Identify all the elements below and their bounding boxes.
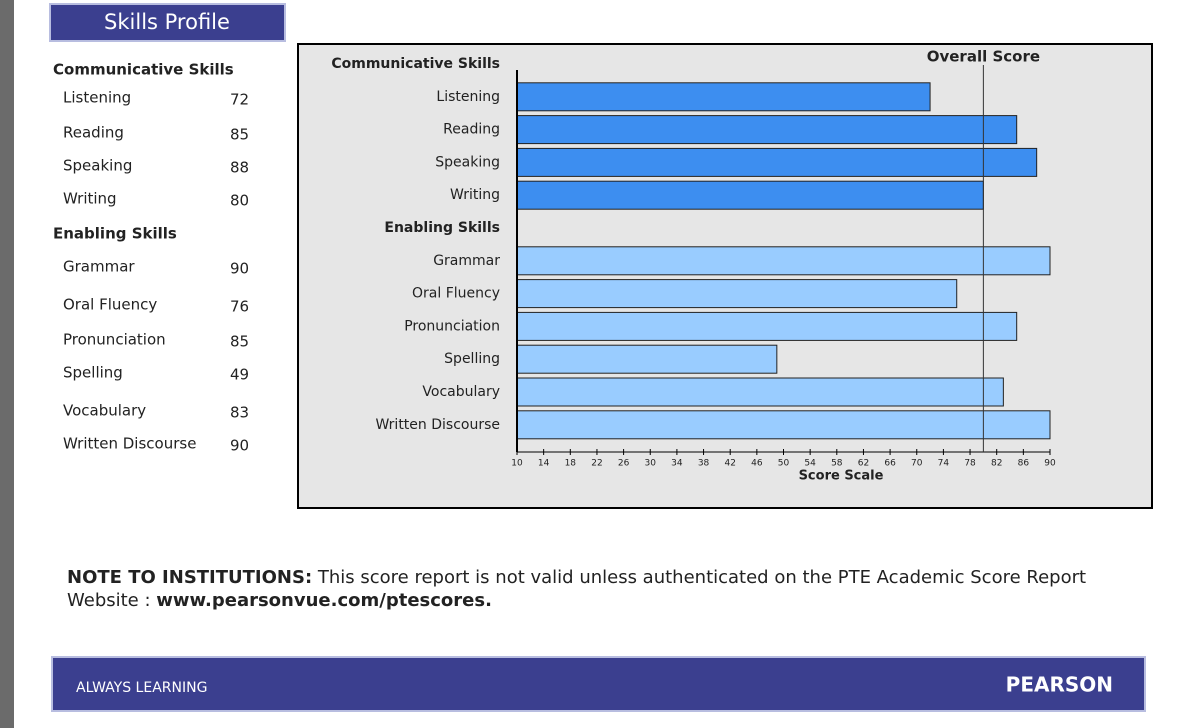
note-text: This score report is not valid unless au…: [67, 567, 1087, 611]
skill-score: 49: [230, 366, 249, 384]
skill-score: 76: [230, 298, 249, 316]
x-tick-label: 82: [991, 459, 1002, 469]
skill-score: 85: [230, 126, 249, 144]
skill-score: 90: [230, 437, 249, 455]
skill-label: Vocabulary: [63, 402, 146, 420]
bar: [516, 180, 984, 210]
x-tick-label: 90: [1044, 459, 1056, 469]
x-tick-label: 22: [591, 459, 602, 469]
category-label: Writing: [450, 187, 500, 203]
side-strip: [0, 0, 14, 728]
skill-label: Written Discourse: [63, 435, 196, 453]
category-label: Grammar: [433, 253, 500, 269]
skill-score: 88: [230, 159, 249, 177]
x-tick-label: 50: [778, 459, 790, 469]
skill-label: Pronunciation: [63, 331, 166, 349]
x-tick-label: 38: [698, 459, 710, 469]
skill-label: Listening: [63, 89, 131, 107]
category-label: Vocabulary: [422, 384, 500, 400]
skill-label: Reading: [63, 124, 124, 142]
x-tick-label: 18: [565, 459, 577, 469]
bar: [516, 279, 958, 309]
skill-score: 90: [230, 260, 249, 278]
x-tick-label: 78: [964, 459, 976, 469]
note: NOTE TO INSTITUTIONS: This score report …: [67, 566, 1117, 612]
bar: [516, 115, 1018, 145]
category-label: Reading: [443, 122, 500, 138]
footer-bar: [51, 656, 1146, 712]
category-label: Listening: [436, 89, 500, 105]
x-tick-label: 10: [511, 459, 523, 469]
skill-score: 83: [230, 404, 249, 422]
bar: [516, 410, 1051, 440]
x-tick-label: 74: [938, 459, 950, 469]
x-tick-label: 42: [724, 459, 735, 469]
bar: [516, 82, 931, 112]
bar: [516, 311, 1018, 341]
x-tick-label: 70: [911, 459, 923, 469]
skill-score: 72: [230, 91, 249, 109]
skill-score: 80: [230, 192, 249, 210]
footer-left: ALWAYS LEARNING: [76, 680, 207, 696]
category-label: Speaking: [435, 154, 500, 170]
category-label: Pronunciation: [404, 318, 500, 334]
category-label: Written Discourse: [375, 417, 500, 433]
overall-score-label: Overall Score: [927, 48, 1040, 66]
skill-label: Grammar: [63, 258, 135, 276]
bar: [516, 377, 1004, 407]
note-label: NOTE TO INSTITUTIONS:: [67, 567, 313, 588]
x-tick-label: 46: [751, 459, 763, 469]
bar: [516, 147, 1038, 177]
x-tick-label: 34: [671, 459, 683, 469]
header-box: [49, 3, 286, 42]
skill-label: Oral Fluency: [63, 296, 157, 314]
x-tick-label: 30: [645, 459, 657, 469]
category-label: Oral Fluency: [412, 286, 500, 302]
category-label: Spelling: [444, 351, 500, 367]
skill-score: 85: [230, 333, 249, 351]
x-tick-label: 26: [618, 459, 630, 469]
x-tick-label: 58: [831, 459, 843, 469]
group-label: Communicative Skills: [331, 56, 500, 72]
group-label: Enabling Skills: [384, 220, 500, 236]
x-tick-label: 66: [884, 459, 896, 469]
x-tick-label: 14: [538, 459, 550, 469]
note-url: www.pearsonvue.com/ptescores.: [156, 590, 492, 611]
skill-label: Spelling: [63, 364, 123, 382]
skill-label: Speaking: [63, 157, 132, 175]
section-title: Communicative Skills: [53, 61, 234, 79]
header-title: Skills Profile: [104, 10, 230, 34]
x-tick-label: 54: [804, 459, 816, 469]
x-axis-label: Score Scale: [799, 469, 884, 484]
footer-right: PEARSON: [1006, 673, 1113, 697]
bar: [516, 344, 778, 374]
x-tick-label: 86: [1018, 459, 1030, 469]
bar: [516, 246, 1051, 276]
x-tick-label: 62: [858, 459, 869, 469]
section-title: Enabling Skills: [53, 225, 177, 243]
skill-label: Writing: [63, 190, 117, 208]
